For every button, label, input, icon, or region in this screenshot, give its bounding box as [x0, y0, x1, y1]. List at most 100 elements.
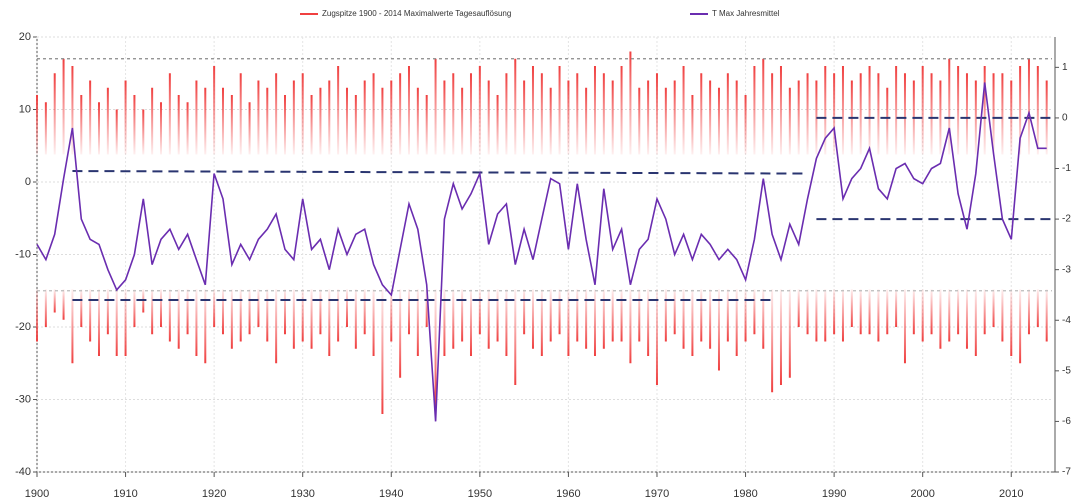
max-spike — [859, 73, 862, 155]
max-spike — [469, 73, 472, 155]
min-spike — [664, 289, 667, 342]
max-spike — [647, 80, 650, 155]
max-spike — [567, 80, 570, 155]
x-tick-label: 1930 — [290, 488, 314, 500]
y-tick-label: -40 — [15, 466, 31, 478]
min-spike — [443, 289, 446, 356]
min-spike — [930, 289, 933, 335]
min-spike — [903, 289, 906, 364]
max-spike — [337, 66, 340, 155]
max-spike — [239, 73, 242, 155]
max-spike — [664, 87, 667, 155]
min-spike — [638, 289, 641, 342]
max-spike — [744, 95, 747, 155]
min-spike — [647, 289, 650, 356]
min-spike — [292, 289, 295, 349]
max-spike — [965, 73, 968, 155]
min-spike — [337, 289, 340, 342]
max-spike — [452, 73, 455, 155]
min-spike — [319, 289, 322, 335]
min-spike — [921, 289, 924, 342]
min-spike — [762, 289, 765, 349]
min-spike — [726, 289, 729, 342]
min-spike — [53, 289, 56, 313]
max-spike — [345, 87, 348, 155]
min-spike — [531, 289, 534, 349]
min-spike — [797, 289, 800, 327]
y2-tick-label: -6 — [1062, 416, 1071, 427]
min-spike — [691, 289, 694, 356]
max-spike — [523, 80, 526, 155]
max-spike — [115, 109, 118, 155]
min-spike — [983, 289, 986, 335]
max-spike — [186, 102, 189, 155]
min-spike — [806, 289, 809, 335]
min-spike — [133, 289, 136, 327]
max-spike — [797, 80, 800, 155]
max-spike — [106, 87, 109, 155]
y2-tick-label: -2 — [1062, 214, 1071, 225]
min-spike — [452, 289, 455, 349]
x-tick-label: 1950 — [468, 488, 492, 500]
min-spike — [407, 289, 410, 335]
max-spike — [762, 58, 765, 155]
max-spike — [1036, 66, 1039, 155]
max-spike — [195, 80, 198, 155]
max-spike — [903, 73, 906, 155]
min-spike — [593, 289, 596, 356]
min-spike — [213, 289, 216, 327]
min-spike — [390, 289, 393, 342]
min-spike — [195, 289, 198, 356]
max-spike — [974, 80, 977, 155]
min-spike — [859, 289, 862, 335]
min-spike — [620, 289, 623, 342]
max-spike — [717, 87, 720, 155]
min-spike — [425, 289, 428, 327]
min-spike — [230, 289, 233, 349]
y2-tick-label: -5 — [1062, 365, 1071, 376]
max-spike — [771, 73, 774, 155]
min-spike — [567, 289, 570, 356]
min-spike — [886, 289, 889, 335]
max-spike — [886, 87, 889, 155]
min-spike — [540, 289, 543, 356]
max-spike — [310, 95, 313, 155]
min-spike — [186, 289, 189, 335]
max-spike — [638, 87, 641, 155]
y2-tick-label: -4 — [1062, 315, 1071, 326]
max-spike — [709, 80, 712, 155]
max-spike — [620, 66, 623, 155]
max-spike — [655, 73, 658, 155]
max-spike — [354, 95, 357, 155]
min-spike — [372, 289, 375, 356]
max-spike — [593, 66, 596, 155]
max-spike — [948, 58, 951, 155]
min-spike — [478, 289, 481, 335]
max-spike — [921, 66, 924, 155]
y-tick-label: 0 — [25, 176, 31, 188]
reference-line — [72, 170, 808, 175]
max-spike — [124, 80, 127, 155]
min-spike — [177, 289, 180, 349]
x-tick-label: 2010 — [999, 488, 1023, 500]
max-spike — [496, 95, 499, 155]
legend-label: Zugspitze 1900 - 2014 Maximalwerte Tages… — [322, 9, 511, 18]
min-spike — [310, 289, 313, 349]
max-spike — [248, 102, 251, 155]
max-spike — [213, 66, 216, 155]
max-spike — [407, 66, 410, 155]
min-spike — [939, 289, 942, 349]
min-spike — [912, 289, 915, 335]
min-spike — [363, 289, 366, 335]
max-spike — [549, 87, 552, 155]
min-spike — [957, 289, 960, 335]
min-spike — [115, 289, 118, 356]
min-spike — [461, 289, 464, 342]
min-spike — [487, 289, 490, 349]
max-spike — [1027, 58, 1030, 155]
max-spike — [434, 58, 437, 155]
max-spike — [44, 102, 47, 155]
max-spike — [930, 73, 933, 155]
y-tick-label: 20 — [19, 31, 31, 43]
